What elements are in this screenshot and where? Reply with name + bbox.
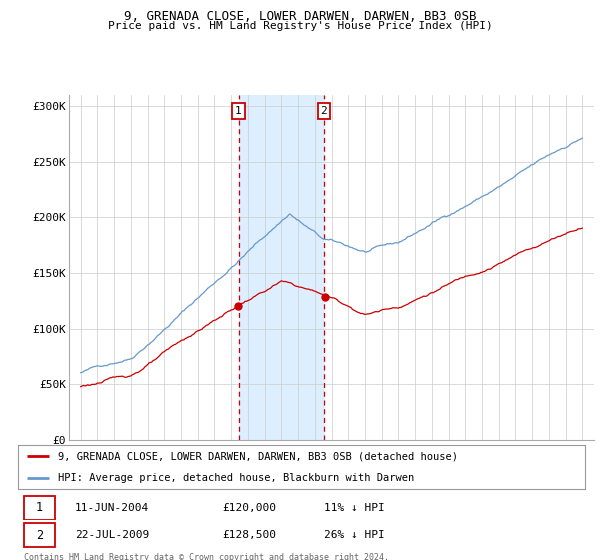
Bar xyxy=(239,95,324,440)
Text: £120,000: £120,000 xyxy=(222,503,276,512)
Text: 11% ↓ HPI: 11% ↓ HPI xyxy=(324,503,385,512)
Text: 9, GRENADA CLOSE, LOWER DARWEN, DARWEN, BB3 0SB (detached house): 9, GRENADA CLOSE, LOWER DARWEN, DARWEN, … xyxy=(58,451,458,461)
Text: 1: 1 xyxy=(235,106,242,116)
Text: Contains HM Land Registry data © Crown copyright and database right 2024.
This d: Contains HM Land Registry data © Crown c… xyxy=(24,553,389,560)
Text: 9, GRENADA CLOSE, LOWER DARWEN, DARWEN, BB3 0SB: 9, GRENADA CLOSE, LOWER DARWEN, DARWEN, … xyxy=(124,10,476,23)
Text: 1: 1 xyxy=(36,501,43,514)
Text: 2: 2 xyxy=(36,529,43,542)
Text: £128,500: £128,500 xyxy=(222,530,276,540)
Text: HPI: Average price, detached house, Blackburn with Darwen: HPI: Average price, detached house, Blac… xyxy=(58,473,414,483)
Text: 2: 2 xyxy=(320,106,328,116)
Text: 11-JUN-2004: 11-JUN-2004 xyxy=(75,503,149,512)
Text: Price paid vs. HM Land Registry's House Price Index (HPI): Price paid vs. HM Land Registry's House … xyxy=(107,21,493,31)
Text: 22-JUL-2009: 22-JUL-2009 xyxy=(75,530,149,540)
FancyBboxPatch shape xyxy=(23,523,55,547)
Text: 26% ↓ HPI: 26% ↓ HPI xyxy=(324,530,385,540)
FancyBboxPatch shape xyxy=(23,496,55,520)
